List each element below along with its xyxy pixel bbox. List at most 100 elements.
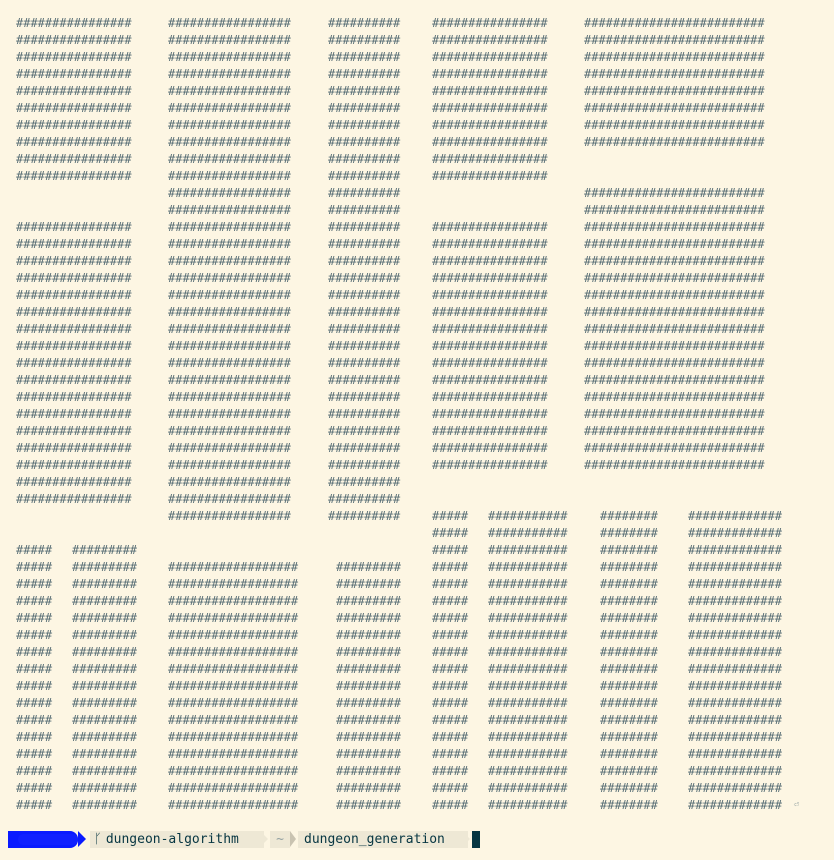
hash-block: ################ [16,356,132,370]
hash-block: ######## [600,543,658,557]
terminal-line: ########################################… [0,746,834,763]
hash-block: ############# [688,543,782,557]
hash-block: ######################### [584,16,765,30]
hash-block: ########### [488,764,568,778]
hash-block: ########### [488,577,568,591]
hash-block: ######### [72,798,138,812]
hash-block: ##### [16,662,53,676]
hash-block: ################## [168,781,299,795]
hash-block: ################## [168,577,299,591]
hash-block: ################# [168,509,291,523]
hash-block: ########## [328,492,401,506]
hash-block: ######## [600,713,658,727]
hash-block: ######################### [584,305,765,319]
hash-block: ######################### [584,203,765,217]
home-segment: ~ [270,831,290,848]
terminal-output: ################ ################# #######… [0,16,834,812]
hash-block: ######### [336,747,402,761]
hash-block: ########## [328,254,401,268]
hash-block: ##### [432,747,469,761]
hash-block: ######## [600,560,658,574]
hash-block: ######### [336,560,402,574]
hash-block: ################ [16,373,132,387]
hash-block: ################ [432,169,548,183]
terminal-line: ########################################… [0,338,834,355]
hash-block: ######################### [584,373,765,387]
hash-block: ######### [72,594,138,608]
hash-block: ##### [432,730,469,744]
terminal-line: ########################################… [0,627,834,644]
hash-block: ################# [168,305,291,319]
hash-block: ########## [328,50,401,64]
hash-block: ################# [168,220,291,234]
terminal-line: ########################################… [0,219,834,236]
hash-block: ################# [168,271,291,285]
hash-block: ################# [168,390,291,404]
hash-block: ##### [432,645,469,659]
hash-block: ################ [16,135,132,149]
hash-block: ################ [16,220,132,234]
hash-block: ########### [488,662,568,676]
hash-block: ##### [432,798,469,812]
hash-block: ######## [600,798,658,812]
hash-block: ######### [336,764,402,778]
terminal-line: ########################################… [0,117,834,134]
hash-block: ########## [328,305,401,319]
hash-block: ######################### [584,458,765,472]
hash-block: ########### [488,747,568,761]
hash-block: ################ [16,33,132,47]
hash-block: ######### [72,560,138,574]
hash-block: ################ [432,135,548,149]
terminal-line: ########################################… [0,423,834,440]
hash-block: ######################### [584,237,765,251]
hash-block: ############# [688,798,782,812]
hash-block: ######### [336,611,402,625]
terminal-line: ########################################… [0,253,834,270]
hash-block: ################# [168,458,291,472]
terminal-line: ########################################… [0,508,834,525]
hash-block: ################ [16,492,132,506]
hash-block: ################ [432,254,548,268]
hash-block: ################# [168,237,291,251]
hash-block: ########## [328,84,401,98]
hash-block: ######################### [584,118,765,132]
hash-block: ##### [16,543,53,557]
hash-block: ############# [688,594,782,608]
hash-block: ################ [16,424,132,438]
terminal-cursor[interactable] [472,831,480,848]
hash-block: ################ [16,339,132,353]
git-branch-icon: ᚴ [94,832,102,847]
hash-block: ################ [16,475,132,489]
terminal-line: ########################################… [0,576,834,593]
hash-block: ########## [328,509,401,523]
hash-block: ######### [336,628,402,642]
hash-block: ################# [168,118,291,132]
terminal-line: ########################################… [0,559,834,576]
hash-block: ######################### [584,441,765,455]
hash-block: ################ [16,152,132,166]
terminal-line: ########################################… [0,304,834,321]
hash-block: ############# [688,713,782,727]
path-separator-icon [290,831,296,847]
redaction-scribble [18,834,78,845]
hash-block: ########## [328,356,401,370]
hash-block: ######## [600,730,658,744]
hash-block: ##### [16,645,53,659]
hash-block: ######### [336,679,402,693]
hash-block: ######### [72,764,138,778]
hash-block: ########### [488,594,568,608]
hash-block: ########## [328,152,401,166]
line-wrap-marker-icon: ⏎ [793,800,800,810]
hash-block: ########## [328,135,401,149]
current-directory: dungeon_generation [298,831,468,848]
hash-block: ######## [600,696,658,710]
hash-block: ################ [432,288,548,302]
hash-block: ######################### [584,220,765,234]
hash-block: ######### [72,577,138,591]
hash-block: ################# [168,101,291,115]
hash-block: ############# [688,645,782,659]
hash-block: ######## [600,526,658,540]
hash-block: ######## [600,594,658,608]
hash-block: ############# [688,781,782,795]
hash-block: ########## [328,441,401,455]
